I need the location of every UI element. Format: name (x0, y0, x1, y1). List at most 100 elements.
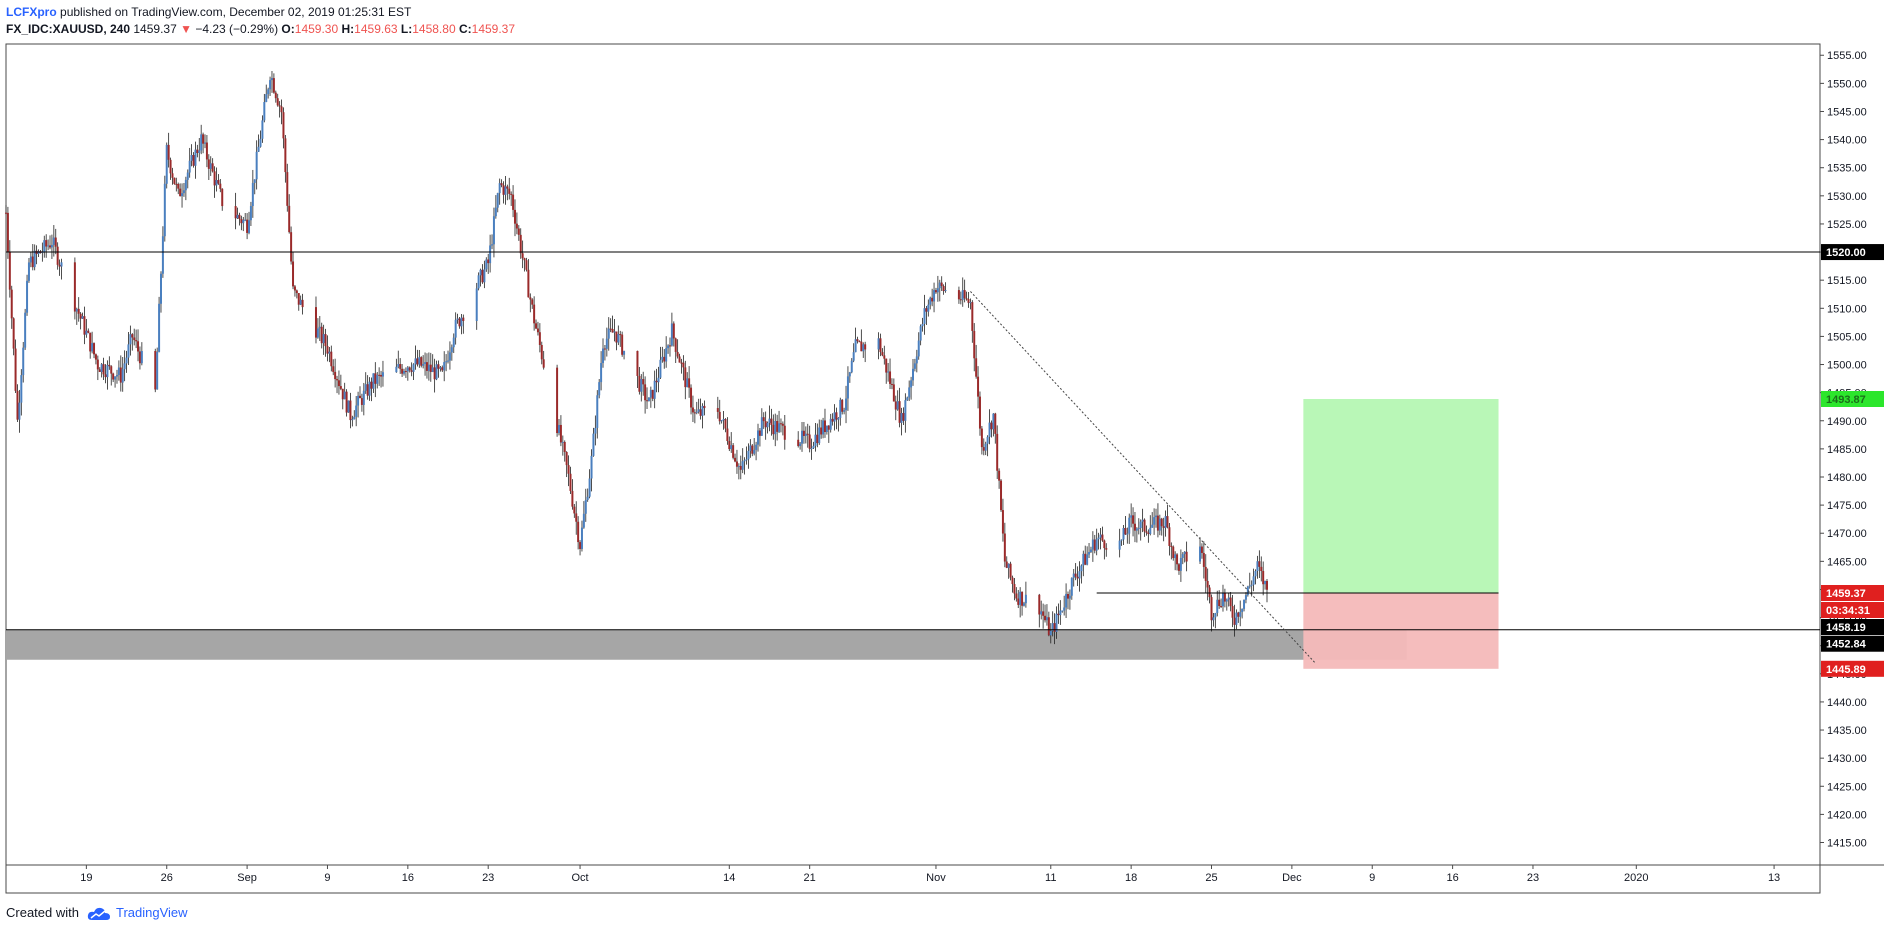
candle-body (1132, 515, 1135, 524)
candle-body (638, 375, 641, 392)
candle (334, 358, 337, 388)
candle (127, 332, 130, 365)
candle-body (135, 340, 138, 342)
badge-box (1821, 619, 1884, 636)
candle (274, 90, 277, 103)
candle (890, 378, 893, 390)
candle (508, 177, 511, 200)
candle (716, 396, 719, 419)
candle-body (81, 316, 84, 319)
candle (401, 363, 404, 378)
candle (1013, 577, 1016, 601)
candle (290, 226, 293, 265)
time-tick-label: 2020 (1624, 872, 1648, 884)
candle-body (345, 391, 348, 413)
candle (1076, 566, 1079, 586)
candle-body (1204, 566, 1207, 581)
candle (642, 371, 645, 396)
candle-body (778, 423, 781, 432)
candle-body (173, 177, 176, 184)
author-link[interactable]: LCFXpro (6, 5, 57, 19)
candle (293, 284, 296, 297)
candle (6, 206, 9, 259)
candle (1143, 518, 1146, 537)
candle (395, 358, 398, 373)
candle-body (820, 427, 823, 435)
candle-body (1250, 584, 1253, 586)
candle-body (431, 367, 434, 373)
candle-body (829, 418, 832, 430)
candle (410, 362, 413, 377)
candle-body (760, 417, 763, 436)
candle (253, 179, 256, 195)
badge-box (1821, 390, 1884, 407)
candle (864, 341, 867, 363)
candle (1105, 543, 1108, 557)
candle (159, 271, 162, 313)
candle (100, 363, 103, 378)
candle (477, 272, 480, 291)
candle-body (735, 461, 738, 467)
candle (119, 355, 122, 392)
candle-body (1074, 573, 1077, 577)
candle (973, 323, 976, 372)
candle (496, 192, 499, 213)
candle-body (726, 428, 729, 442)
candle-body (1149, 527, 1152, 534)
candle-body (336, 379, 339, 381)
candle (27, 258, 30, 283)
candle (318, 315, 321, 341)
candle-body (567, 465, 570, 474)
candle-body (737, 465, 740, 467)
candle-body (500, 183, 503, 186)
candle-body (640, 379, 643, 392)
candle (489, 234, 492, 273)
candle (322, 324, 325, 355)
candle-body (801, 430, 804, 444)
candle (353, 410, 356, 420)
candle-body (561, 441, 564, 443)
candle-body (60, 262, 63, 267)
candle-body (403, 371, 406, 374)
candle (600, 351, 603, 391)
candle-body (75, 308, 78, 312)
candle-body (1170, 545, 1173, 547)
candle (370, 377, 373, 402)
candle-body (582, 513, 585, 528)
high-value: 1459.63 (354, 22, 398, 36)
candle-body (357, 395, 360, 406)
candle-body (54, 237, 57, 247)
candle-body (649, 389, 652, 398)
candle (158, 296, 161, 353)
candle-body (117, 367, 120, 375)
candle (186, 169, 189, 189)
candle-body (26, 280, 29, 313)
candle (408, 366, 411, 373)
candle-body (978, 396, 981, 429)
tradingview-link[interactable]: TradingView (116, 905, 188, 920)
candle-body (87, 330, 90, 333)
candle (718, 399, 721, 425)
badge-label: 03:34:31 (1826, 605, 1870, 617)
candle (192, 152, 195, 168)
tradingview-cloud-icon (87, 907, 110, 920)
candle-body (320, 326, 323, 344)
candle-body (424, 362, 427, 364)
candle (270, 70, 273, 93)
symbol-label[interactable]: FX_IDC:XAUUSD, 240 (6, 22, 131, 36)
candle-body (674, 338, 677, 352)
candle-body (179, 188, 182, 197)
candle-body (959, 299, 962, 301)
price-chart[interactable]: 1415.00 1420.00 1425.00 1430.00 1435.00 1440.… (0, 0, 1884, 900)
candle (892, 378, 895, 402)
candle (288, 194, 291, 234)
candle (406, 365, 409, 381)
candle-body (854, 339, 857, 353)
candle-body (416, 358, 419, 365)
candle-body (887, 371, 890, 373)
candle-body (1080, 565, 1083, 572)
candle-body (913, 363, 916, 369)
candle (1099, 527, 1102, 550)
candle-body (682, 362, 685, 368)
candle-body (322, 334, 325, 344)
